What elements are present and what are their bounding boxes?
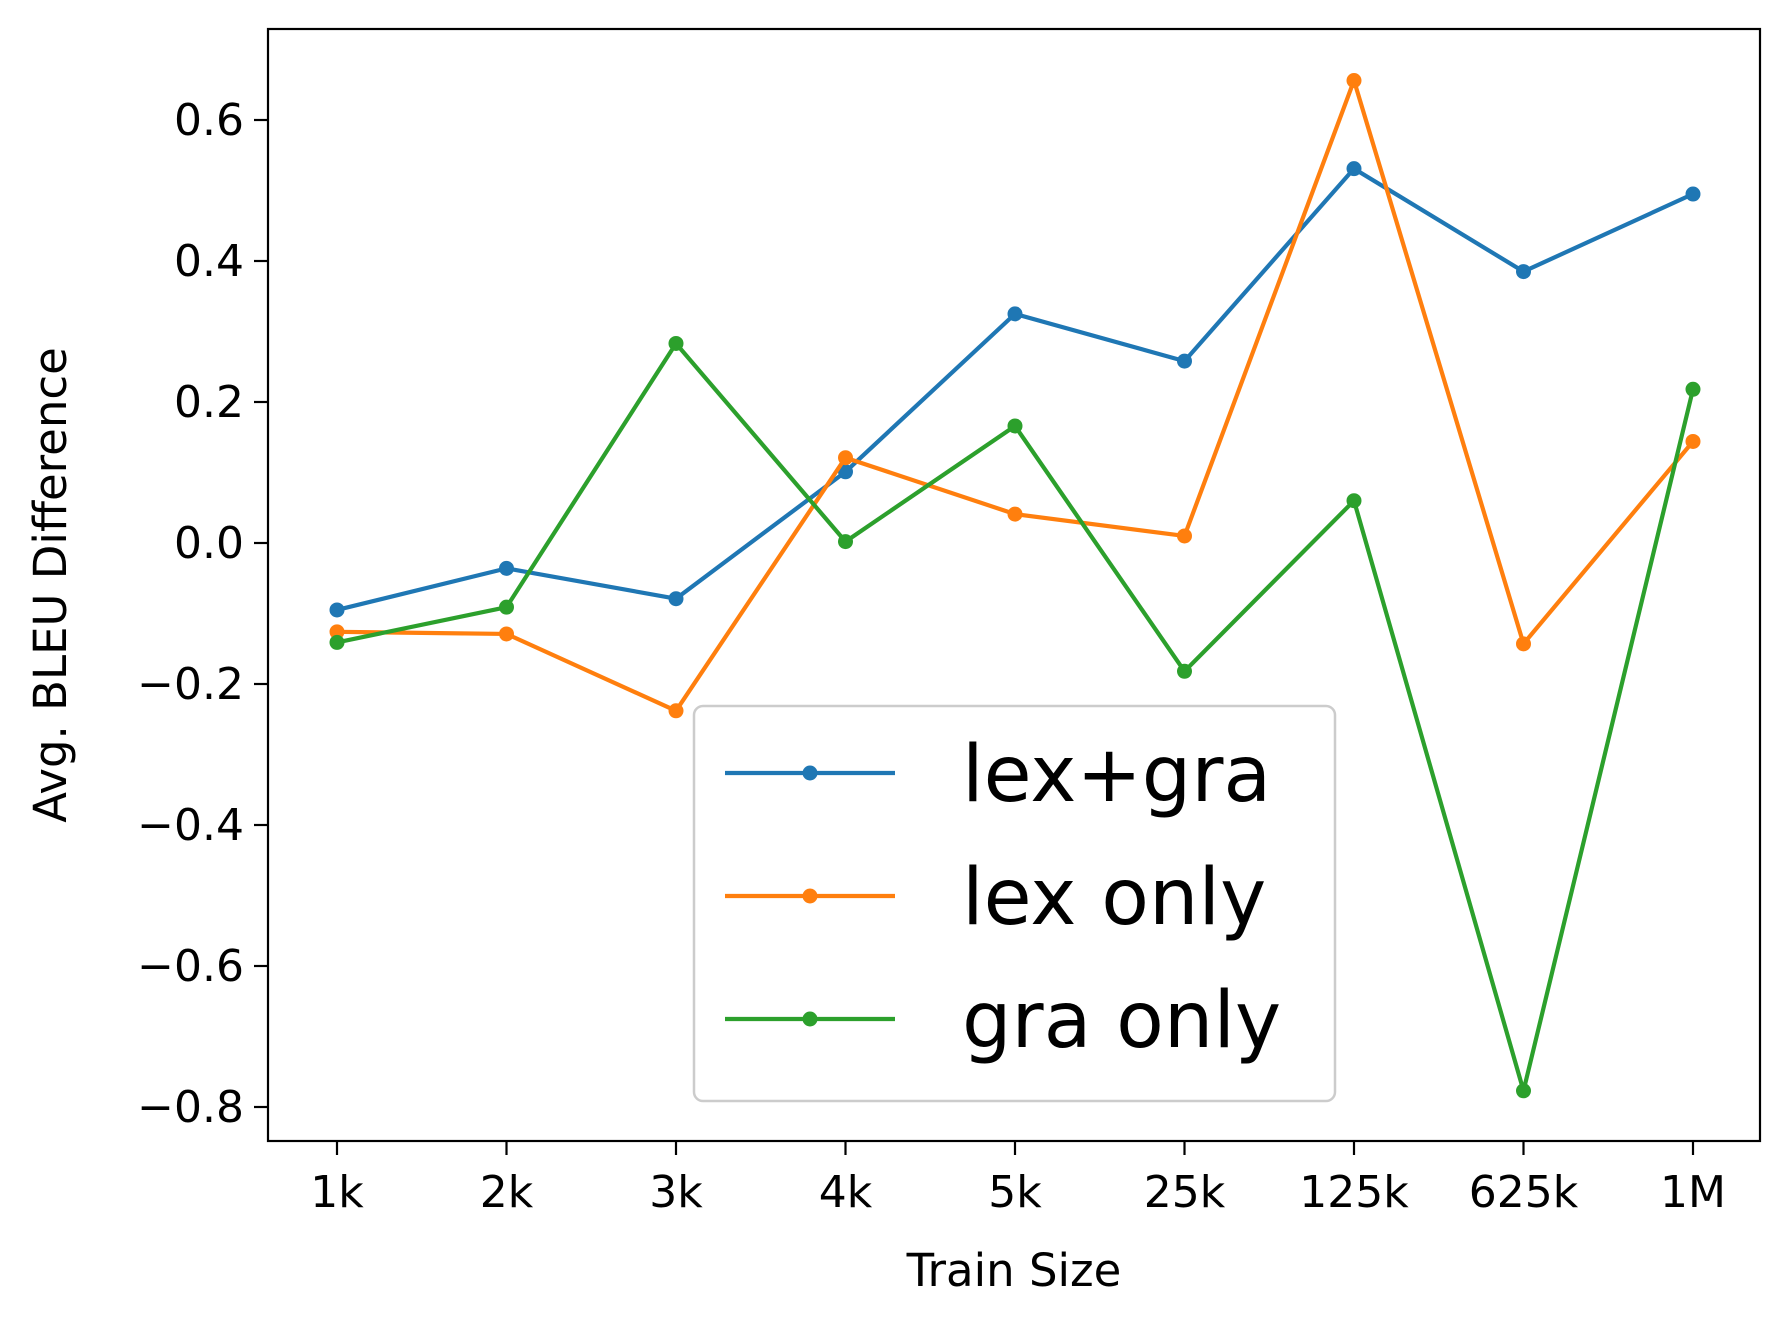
point-lex-gra-5k <box>1007 306 1023 322</box>
y-tick-label-3: −0.2 <box>137 659 244 710</box>
legend-item-gra-only: gra only <box>725 976 1281 1066</box>
point-lex-only-25k <box>1177 528 1192 544</box>
legend-label-lex-gra: lex+gra <box>962 730 1271 820</box>
y-tick-label-4: 0.0 <box>174 518 244 569</box>
x-axis: 1k 2k 3k 4k 5k 25k 125k 625k 1M <box>310 1141 1726 1218</box>
point-lex-only-3k <box>668 703 684 719</box>
series-lex-only <box>329 73 1701 719</box>
y-tick-label-5: 0.2 <box>174 377 244 428</box>
point-gra-only-3k <box>668 335 684 351</box>
legend-label-lex-only: lex only <box>962 853 1266 943</box>
point-lex-gra-25k <box>1177 353 1192 369</box>
series-gra-only <box>329 335 1701 1099</box>
point-gra-only-25k <box>1177 663 1192 679</box>
y-tick-label-6: 0.4 <box>174 236 244 287</box>
x-tick-label-3k: 3k <box>649 1167 703 1218</box>
legend-marker-lex-only <box>802 888 818 904</box>
y-axis-label: Avg. BLEU Difference <box>24 347 77 823</box>
point-gra-only-2k <box>499 599 514 615</box>
point-lex-gra-1m <box>1685 186 1701 202</box>
x-axis-label: Train Size <box>906 1244 1122 1297</box>
point-lex-gra-1k <box>329 602 345 618</box>
y-axis: −0.8 −0.6 −0.4 −0.2 0.0 0.2 0.4 0.6 <box>137 95 268 1133</box>
point-lex-only-2k <box>499 626 514 642</box>
legend-item-lex-gra: lex+gra <box>725 730 1271 820</box>
point-lex-gra-625k <box>1516 264 1531 280</box>
legend-marker-lex-gra <box>802 765 818 781</box>
y-tick-label-0: −0.8 <box>137 1082 244 1133</box>
series-layer <box>329 73 1701 1099</box>
point-gra-only-1k <box>329 634 345 650</box>
x-tick-label-5k: 5k <box>988 1167 1042 1218</box>
legend-frame <box>692 704 1337 1103</box>
point-lex-gra-2k <box>499 560 514 576</box>
point-lex-only-1k <box>329 624 345 640</box>
point-lex-gra-125k <box>1346 161 1362 177</box>
legend-item-lex-only: lex only <box>725 853 1266 943</box>
point-lex-only-5k <box>1007 506 1023 522</box>
y-tick-label-1: −0.6 <box>137 941 244 992</box>
point-gra-only-1m <box>1685 381 1701 397</box>
legend-marker-gra-only <box>802 1011 818 1027</box>
x-tick-label-2k: 2k <box>480 1167 534 1218</box>
x-tick-label-125k: 125k <box>1299 1167 1409 1218</box>
y-tick-label-2: −0.4 <box>137 800 244 851</box>
point-lex-gra-4k <box>838 464 853 480</box>
x-tick-label-4k: 4k <box>819 1167 873 1218</box>
point-lex-only-625k <box>1516 636 1531 652</box>
point-lex-only-4k <box>838 450 853 466</box>
legend: lex+gra lex only gra only <box>692 704 1337 1103</box>
legend-label-gra-only: gra only <box>962 976 1281 1066</box>
x-tick-label-625k: 625k <box>1469 1167 1579 1218</box>
y-tick-label-7: 0.6 <box>174 95 244 146</box>
point-gra-only-5k <box>1007 418 1023 434</box>
point-lex-only-1m <box>1685 433 1701 449</box>
point-gra-only-4k <box>838 534 853 550</box>
x-tick-label-1m: 1M <box>1660 1167 1726 1218</box>
point-gra-only-125k <box>1346 493 1362 509</box>
point-gra-only-625k <box>1516 1083 1531 1099</box>
series-lex-gra <box>329 161 1701 618</box>
point-lex-gra-3k <box>668 591 684 607</box>
x-tick-label-25k: 25k <box>1144 1167 1226 1218</box>
x-tick-label-1k: 1k <box>310 1167 364 1218</box>
point-lex-only-125k <box>1346 73 1362 89</box>
